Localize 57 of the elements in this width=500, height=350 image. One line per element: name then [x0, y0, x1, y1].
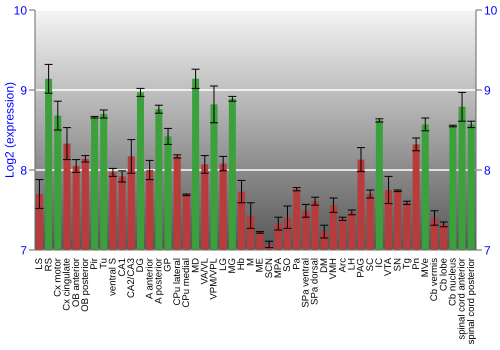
x-tick-label: MD — [190, 258, 202, 273]
x-tick-label: Pn — [410, 258, 422, 270]
x-tick-label: Cb lobe — [438, 258, 450, 292]
y-tick-label: 9 — [20, 83, 28, 98]
x-tick-label: VPM/VPL — [208, 257, 220, 300]
x-tick-label: MG — [227, 258, 238, 274]
x-tick-label: LH — [346, 258, 358, 270]
x-tick-label: A posterior — [154, 257, 165, 304]
x-tick-label: CPu lateral — [172, 258, 183, 306]
x-tick-label: Tg — [402, 258, 413, 270]
x-tick-label: SC — [364, 258, 376, 272]
x-tick-label: OB anterior — [70, 257, 82, 308]
x-tick-label: CA1 — [116, 258, 128, 277]
x-tick-label: MVe — [420, 258, 431, 278]
y-axis-title: Log2 (expression) — [2, 82, 16, 178]
x-tick-label: Pa — [291, 257, 302, 270]
x-tick-label: OB posterior — [80, 257, 92, 312]
x-tick-label: PAG — [356, 258, 367, 278]
x-tick-label: Cb vermis — [429, 258, 440, 302]
x-tick-label: DM — [318, 258, 330, 273]
x-tick-label: RS — [43, 258, 54, 272]
x-tick-label: A anterior — [144, 257, 156, 300]
x-tick-label: MPA — [272, 257, 284, 278]
x-tick-label: Arc — [337, 258, 348, 272]
x-tick-label: VMH — [328, 258, 340, 280]
x-tick-label: Cx cingulate — [62, 258, 73, 311]
x-tick-label: spinal cord anterior — [456, 257, 468, 340]
x-tick-label: SCN — [264, 258, 275, 278]
x-tick-label: IC — [374, 258, 386, 268]
y2-tick-label: 7 — [484, 243, 491, 258]
x-tick-label: VA/VL — [199, 257, 210, 284]
x-tick-label: Cb nucleus — [448, 258, 459, 306]
x-tick-label: CA2/CA3 — [126, 258, 137, 298]
x-tick-label: VTA — [383, 257, 394, 276]
x-tick-label: SPa ventral — [300, 258, 312, 308]
x-tick-label: Hb — [236, 258, 248, 270]
x-tick-label: Cx motor — [52, 257, 64, 297]
y2-tick-label: 8 — [484, 163, 491, 178]
x-tick-label: Tu — [98, 258, 110, 269]
y2-tick-label: 10 — [484, 3, 498, 18]
y-tick-label: 10 — [14, 3, 28, 18]
x-tick-label: spinal cord posterior — [466, 257, 477, 344]
x-tick-label: SN — [392, 258, 404, 272]
y2-tick-label: 9 — [484, 83, 491, 98]
x-tick-label: LG — [218, 258, 229, 271]
x-tick-label: SPa dorsal — [310, 258, 321, 305]
y-tick-label: 7 — [20, 243, 28, 258]
x-tick-label: Pir — [89, 257, 100, 270]
x-tick-label: LS — [34, 258, 46, 270]
x-tick-label: ventral S — [108, 258, 119, 296]
x-tick-label: ME — [254, 258, 266, 272]
x-tick-label: GP — [162, 258, 174, 272]
x-tick-label: CPu medial — [181, 258, 192, 308]
x-tick-label: SO — [282, 258, 294, 272]
x-tick-label: DG — [135, 258, 146, 272]
x-tick-label: M — [245, 258, 256, 266]
y-tick-label: 8 — [20, 163, 28, 178]
